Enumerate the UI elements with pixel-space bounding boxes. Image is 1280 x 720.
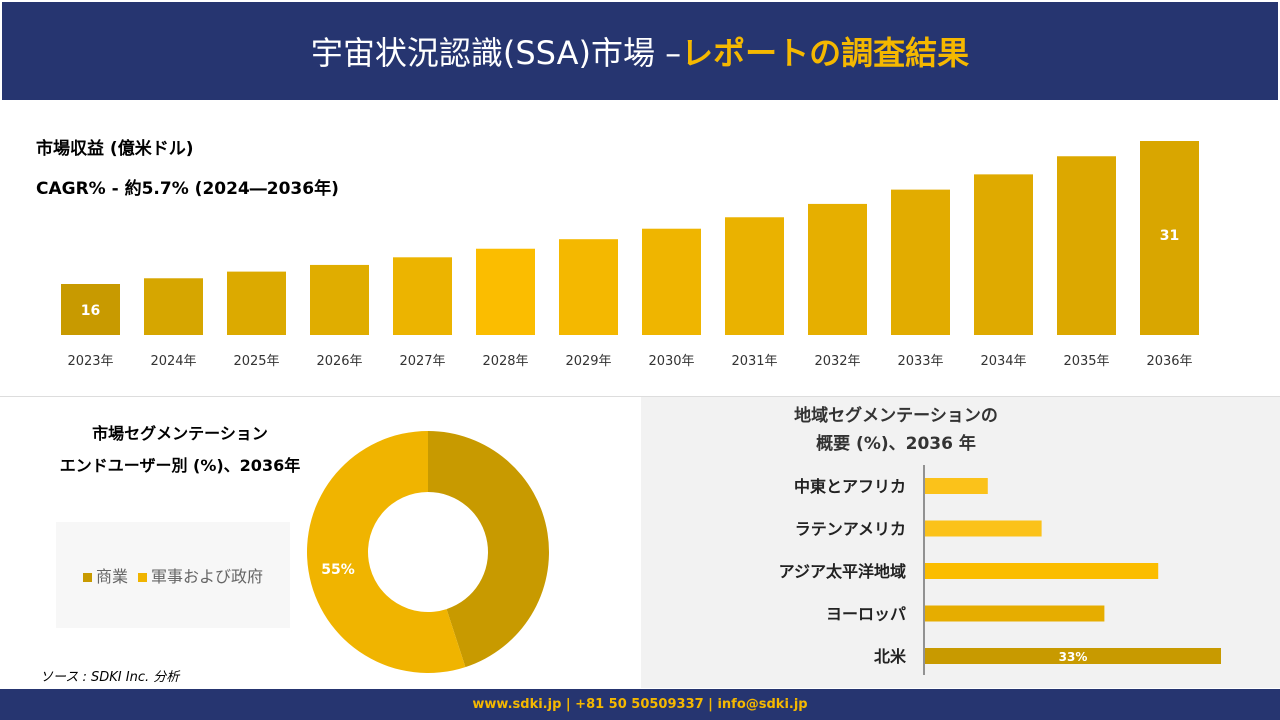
bar-data-label: 16 bbox=[81, 303, 100, 319]
donut-slice-商業 bbox=[428, 431, 549, 668]
x-tick-label: 2025年 bbox=[233, 354, 279, 369]
donut-label-box bbox=[318, 554, 358, 584]
x-tick-label: 2035年 bbox=[1063, 354, 1109, 369]
x-tick-label: 2026年 bbox=[316, 354, 362, 369]
donut-data-label: 55% bbox=[321, 562, 355, 578]
x-tick-label: 2033年 bbox=[897, 354, 943, 369]
y-tick-label: ヨーロッパ bbox=[826, 605, 906, 624]
bar-2027年 bbox=[393, 257, 452, 335]
legend-commercial: 商業 bbox=[82, 563, 128, 587]
legend-military: 軍事および政府 bbox=[138, 563, 263, 587]
bar-2023年 bbox=[61, 284, 120, 335]
title-highlight: レポートの調査結果 bbox=[681, 34, 970, 72]
hbar-中東とアフリカ bbox=[925, 478, 988, 494]
donut-slice-軍事および政府 bbox=[306, 431, 466, 673]
x-tick-label: 2030年 bbox=[648, 354, 694, 369]
hbar-アジア太平洋地域 bbox=[925, 563, 1159, 579]
cagr-label: CAGR% - 約5.7% (2024―2036年) bbox=[36, 179, 339, 199]
x-tick-label: 2029年 bbox=[565, 354, 611, 369]
bar-2030年 bbox=[642, 228, 701, 335]
y-tick-label: 北米 bbox=[874, 647, 907, 666]
revenue-bar-chart: 2023年 16 2024年 2025年 2026年 2027年 2028年 2029年 203… bbox=[61, 141, 1199, 369]
x-tick-label: 2027年 bbox=[399, 354, 445, 369]
bar-2031年 bbox=[725, 217, 784, 335]
donut-title-line1: 市場セグメンテーション bbox=[92, 424, 268, 443]
bar-2035年 bbox=[1057, 156, 1116, 335]
bar-2034年 bbox=[974, 174, 1033, 335]
regional-panel bbox=[641, 397, 1280, 688]
x-tick-label: 2024年 bbox=[150, 354, 196, 369]
x-tick-label: 2023年 bbox=[67, 354, 113, 369]
bar-2024年 bbox=[144, 278, 203, 335]
footer-contact: www.sdki.jp | +81 50 50509337 | info@sdk… bbox=[0, 689, 1280, 720]
y-tick-label: 中東とアフリカ bbox=[794, 477, 906, 496]
y-tick-label: ラテンアメリカ bbox=[795, 520, 906, 539]
bar-2032年 bbox=[808, 203, 867, 335]
regional-title: 地域セグメンテーションの 概要 (%)、2036 年 bbox=[794, 406, 998, 454]
x-tick-label: 2028年 bbox=[482, 354, 528, 369]
donut-chart: 55% bbox=[306, 431, 549, 673]
revenue-label: 市場収益 (億米ドル) bbox=[36, 139, 194, 159]
hbar-北米 bbox=[925, 648, 1221, 664]
hbar-data-label: 33% bbox=[1059, 650, 1088, 664]
bar-2033年 bbox=[891, 189, 950, 335]
header-banner: 宇宙状況認識(SSA)市場 – レポートの調査結果 bbox=[2, 2, 1278, 100]
y-tick-label: アジア太平洋地域 bbox=[779, 562, 906, 581]
donut-title: 市場セグメンテーションエンドユーザー別 (%)、2036年 bbox=[30, 418, 330, 482]
x-tick-label: 2032年 bbox=[814, 354, 860, 369]
bar-2029年 bbox=[559, 239, 618, 335]
bar-2026年 bbox=[310, 264, 369, 335]
bar-2025年 bbox=[227, 271, 286, 335]
donut-title-line2: エンドユーザー別 (%)、2036年 bbox=[59, 456, 301, 475]
donut-legend: 商業 軍事および政府 bbox=[56, 522, 290, 628]
source-note: ソース : SDKI Inc. 分析 bbox=[40, 670, 180, 685]
x-tick-label: 2036年 bbox=[1146, 354, 1192, 369]
bar-2036年 bbox=[1140, 141, 1199, 335]
bar-data-label: 31 bbox=[1160, 228, 1179, 244]
hbar-ヨーロッパ bbox=[925, 605, 1105, 622]
title-main: 宇宙状況認識(SSA)市場 – bbox=[310, 34, 682, 72]
hbar-ラテンアメリカ bbox=[925, 520, 1042, 537]
x-tick-label: 2031年 bbox=[731, 354, 777, 369]
x-tick-label: 2034年 bbox=[980, 354, 1026, 369]
bar-2028年 bbox=[476, 248, 535, 335]
